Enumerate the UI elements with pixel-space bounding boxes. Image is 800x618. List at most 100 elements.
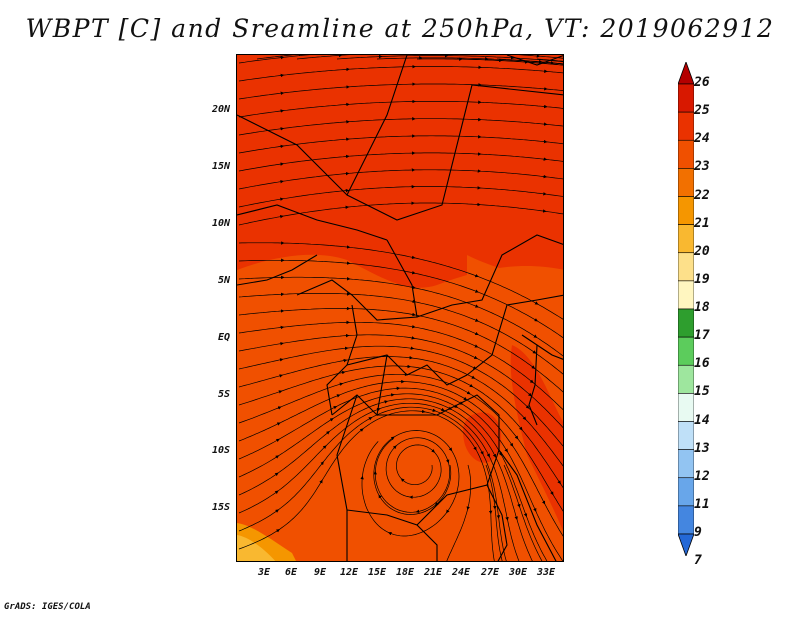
- streamline-40: [503, 464, 543, 561]
- streamline-arrow: [336, 394, 341, 398]
- streamline-arrow: [411, 255, 416, 260]
- streamline-arrow: [400, 478, 405, 482]
- streamline-34: [496, 58, 563, 65]
- streamline-19: [238, 365, 563, 489]
- streamline-arrow: [514, 516, 518, 521]
- streamline-arrow: [517, 503, 521, 508]
- lon-label-0: 3E: [257, 567, 271, 578]
- colorbar-label-8: 18: [694, 300, 710, 315]
- streamline-arrow: [448, 447, 453, 452]
- streamline-arrow: [486, 453, 490, 458]
- streamline-arrow: [278, 390, 283, 394]
- streamline-arrow: [411, 336, 416, 340]
- lon-label-5: 18E: [395, 567, 415, 578]
- region-sahel-band: [467, 255, 563, 305]
- streamline-arrow: [275, 438, 280, 443]
- lon-label-8: 27E: [480, 567, 500, 578]
- wbpt-streamline-map: [237, 55, 563, 561]
- streamline-arrow: [432, 408, 437, 412]
- colorbar-segment-9: [678, 308, 694, 338]
- streamline-arrow: [473, 355, 478, 359]
- colorbar-segment-3: [678, 139, 694, 169]
- colorbar-segment-11: [678, 364, 694, 394]
- colorbar-segment-2: [678, 111, 694, 141]
- region-north-warm: [237, 55, 563, 288]
- colorbar-label-0: 26: [694, 75, 710, 90]
- streamline-arrow: [522, 416, 527, 421]
- streamline-arrow: [280, 341, 284, 346]
- map-panel: [236, 54, 564, 562]
- colorbar-bottom-arrow: [678, 533, 694, 556]
- streamline-arrow: [388, 532, 392, 536]
- colorbar-label-4: 22: [694, 187, 710, 203]
- country-border-10: [377, 394, 500, 450]
- streamline-arrow: [473, 446, 477, 451]
- colorbar: [678, 62, 694, 556]
- streamline-arrow: [474, 318, 479, 322]
- streamline-24: [238, 398, 533, 561]
- streamline-arrow: [280, 179, 284, 184]
- streamline-arrow: [463, 396, 468, 401]
- colorbar-label-3: 23: [694, 159, 710, 175]
- streamline-arrow: [514, 435, 519, 440]
- streamline-arrow: [280, 197, 284, 201]
- colorbar-segment-1: [678, 83, 694, 113]
- streamline-16: [238, 334, 563, 429]
- streamline-18: [238, 356, 563, 467]
- streamlines: [238, 55, 563, 561]
- streamline-35: [536, 58, 563, 62]
- streamline-26: [238, 406, 507, 561]
- streamline-arrow: [446, 509, 450, 514]
- streamline-arrow: [275, 455, 280, 459]
- streamline-arrow: [319, 479, 323, 484]
- country-border-17: [528, 344, 538, 426]
- country-border-3: [296, 239, 418, 321]
- lon-label-4: 15E: [367, 567, 387, 578]
- streamline-arrow: [368, 417, 373, 421]
- streamline-arrow: [445, 459, 450, 464]
- streamline-arrow: [277, 406, 282, 410]
- streamline-arrow: [421, 409, 426, 414]
- streamline-arrow: [459, 401, 464, 405]
- colorbar-segment-14: [678, 449, 694, 479]
- streamline-arrow: [392, 445, 397, 450]
- streamline-arrow: [279, 358, 284, 362]
- streamline-20: [238, 373, 563, 512]
- streamline-arrow: [279, 214, 284, 219]
- streamline-arrow: [498, 452, 503, 457]
- streamline-arrow: [504, 448, 508, 453]
- streamline-11: [238, 259, 563, 339]
- streamline-arrow: [431, 449, 435, 453]
- colorbar-label-5: 21: [694, 215, 710, 231]
- streamline-arrow: [550, 491, 554, 496]
- streamline-arrow: [480, 451, 484, 455]
- streamline-arrow: [412, 285, 416, 290]
- streamline-21: [238, 381, 563, 537]
- streamline-arrow: [466, 390, 471, 395]
- country-border-4: [416, 234, 563, 318]
- lon-label-9: 30E: [508, 567, 528, 578]
- streamline-arrow: [274, 472, 279, 477]
- lat-label-5: 5S: [217, 389, 230, 400]
- streamline-arrow: [533, 507, 537, 512]
- streamline-4: [238, 118, 563, 136]
- lon-label-6: 21E: [423, 567, 443, 578]
- country-border-16: [521, 334, 563, 360]
- colorbar-label-2: 24: [694, 131, 710, 147]
- lat-label-2: 10N: [211, 218, 230, 229]
- streamline-arrow: [471, 375, 476, 379]
- colorbar-segment-13: [678, 421, 694, 450]
- streamline-arrow: [320, 461, 324, 466]
- streamline-arrow: [279, 374, 283, 378]
- lat-label-1: 15N: [211, 161, 230, 172]
- streamline-arrow: [533, 334, 538, 338]
- streamline-38: [446, 464, 472, 561]
- streamline-arrow: [474, 273, 479, 278]
- streamline-arrow: [411, 270, 416, 275]
- streamline-arrow: [474, 304, 479, 308]
- streamline-arrow: [440, 407, 445, 412]
- colorbar-segment-10: [678, 336, 694, 366]
- country-border-9: [331, 354, 388, 417]
- streamline-25: [238, 402, 520, 561]
- streamline-arrow: [518, 426, 523, 431]
